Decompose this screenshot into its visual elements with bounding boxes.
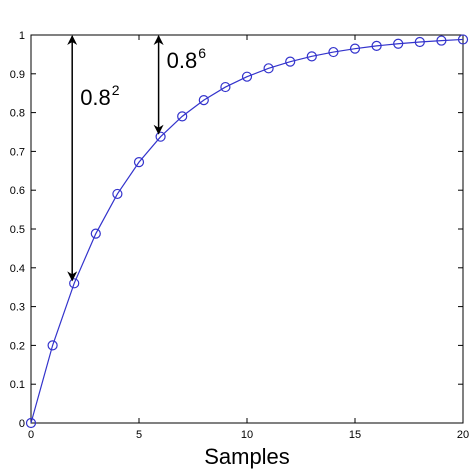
y-tick-label: 1 [19, 30, 25, 42]
y-tick-label: 0.4 [10, 263, 25, 275]
y-tick-label: 0.9 [10, 69, 25, 81]
data-point-marker [25, 417, 37, 429]
data-point-marker [371, 40, 382, 52]
data-point-marker [220, 81, 231, 93]
x-tick-label: 20 [457, 429, 469, 441]
annotations-layer: 0.8 20.8 6 [67, 35, 206, 282]
annotation-label: 0.8 [167, 48, 198, 73]
ticks-layer: 00.10.20.30.40.50.60.70.80.910 5 10 15 20 [10, 30, 469, 441]
data-point-marker [133, 157, 145, 168]
x-tick-label: 10 [241, 429, 253, 441]
y-tick-label: 0.2 [10, 340, 25, 352]
annotation-exponent: 6 [198, 45, 206, 61]
data-point-marker [393, 38, 404, 49]
x-axis-title: Samples [204, 444, 290, 469]
data-point-marker [285, 56, 296, 67]
y-tick-label: 0.7 [10, 146, 25, 158]
annotation-label: 0.8 [80, 85, 111, 110]
data-point-marker [349, 43, 361, 54]
x-tick-label: 15 [349, 429, 361, 441]
y-tick-label: 0 [19, 418, 25, 430]
data-point-marker [112, 188, 123, 200]
data-point-marker [306, 51, 317, 62]
data-point-marker [177, 111, 188, 122]
series-line [30, 38, 464, 424]
annotation-exponent: 2 [112, 82, 120, 98]
data-point-marker [198, 95, 209, 106]
y-tick-label: 0.6 [10, 185, 25, 197]
data-point-marker [47, 340, 58, 351]
y-tick-label: 0.1 [10, 379, 25, 391]
data-point-marker [457, 34, 469, 45]
y-tick-label: 0.3 [10, 302, 25, 314]
data-point-marker [436, 35, 447, 46]
data-point-marker [328, 46, 339, 58]
y-tick-label: 0.5 [10, 224, 25, 236]
y-tick-label: 0.8 [10, 108, 25, 120]
data-point-marker [263, 63, 274, 74]
x-tick-label: 0 [28, 429, 34, 441]
data-point-marker [414, 36, 425, 48]
data-point-marker [241, 71, 253, 82]
x-tick-label: 5 [136, 429, 142, 441]
data-point-marker [90, 228, 101, 239]
